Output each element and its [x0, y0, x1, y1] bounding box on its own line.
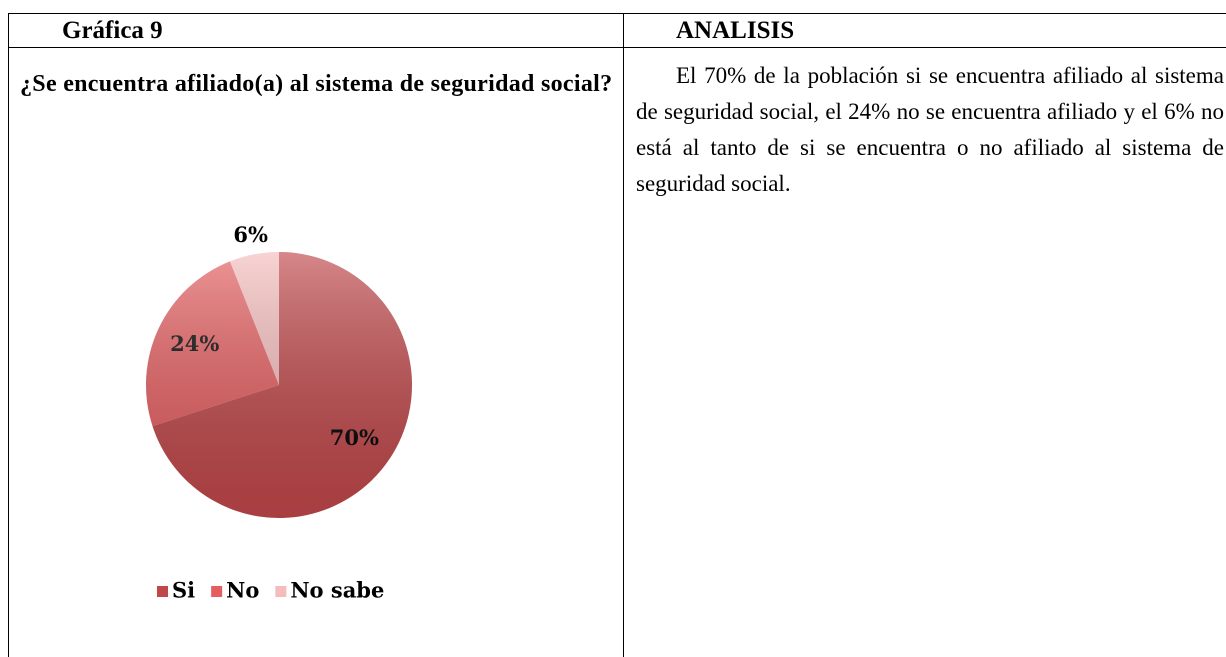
legend-label: Si: [172, 578, 195, 603]
border-header: [8, 47, 1226, 48]
data-label: 6%: [233, 222, 268, 247]
header-cell: Gráfica 9: [62, 17, 163, 44]
legend-label: No sabe: [290, 578, 384, 603]
legend-swatch: [211, 586, 223, 597]
legend-swatch: [157, 586, 168, 597]
data-label: 70%: [330, 425, 379, 450]
border-top: [8, 13, 1226, 14]
pie-chart: 70% 24% 6% Si No No sabe: [145, 222, 412, 603]
legend-label: No: [226, 578, 259, 603]
border-left: [8, 13, 9, 657]
header-cell: ANALISIS: [676, 17, 795, 44]
data-label: 24%: [170, 331, 219, 356]
analysis-text: El 70% de la población si se encuentra a…: [636, 63, 1224, 196]
question: ¿Se encuentra afiliado(a) al sistema de …: [20, 71, 613, 97]
legend-swatch: [275, 586, 287, 597]
border-middle: [623, 13, 624, 657]
